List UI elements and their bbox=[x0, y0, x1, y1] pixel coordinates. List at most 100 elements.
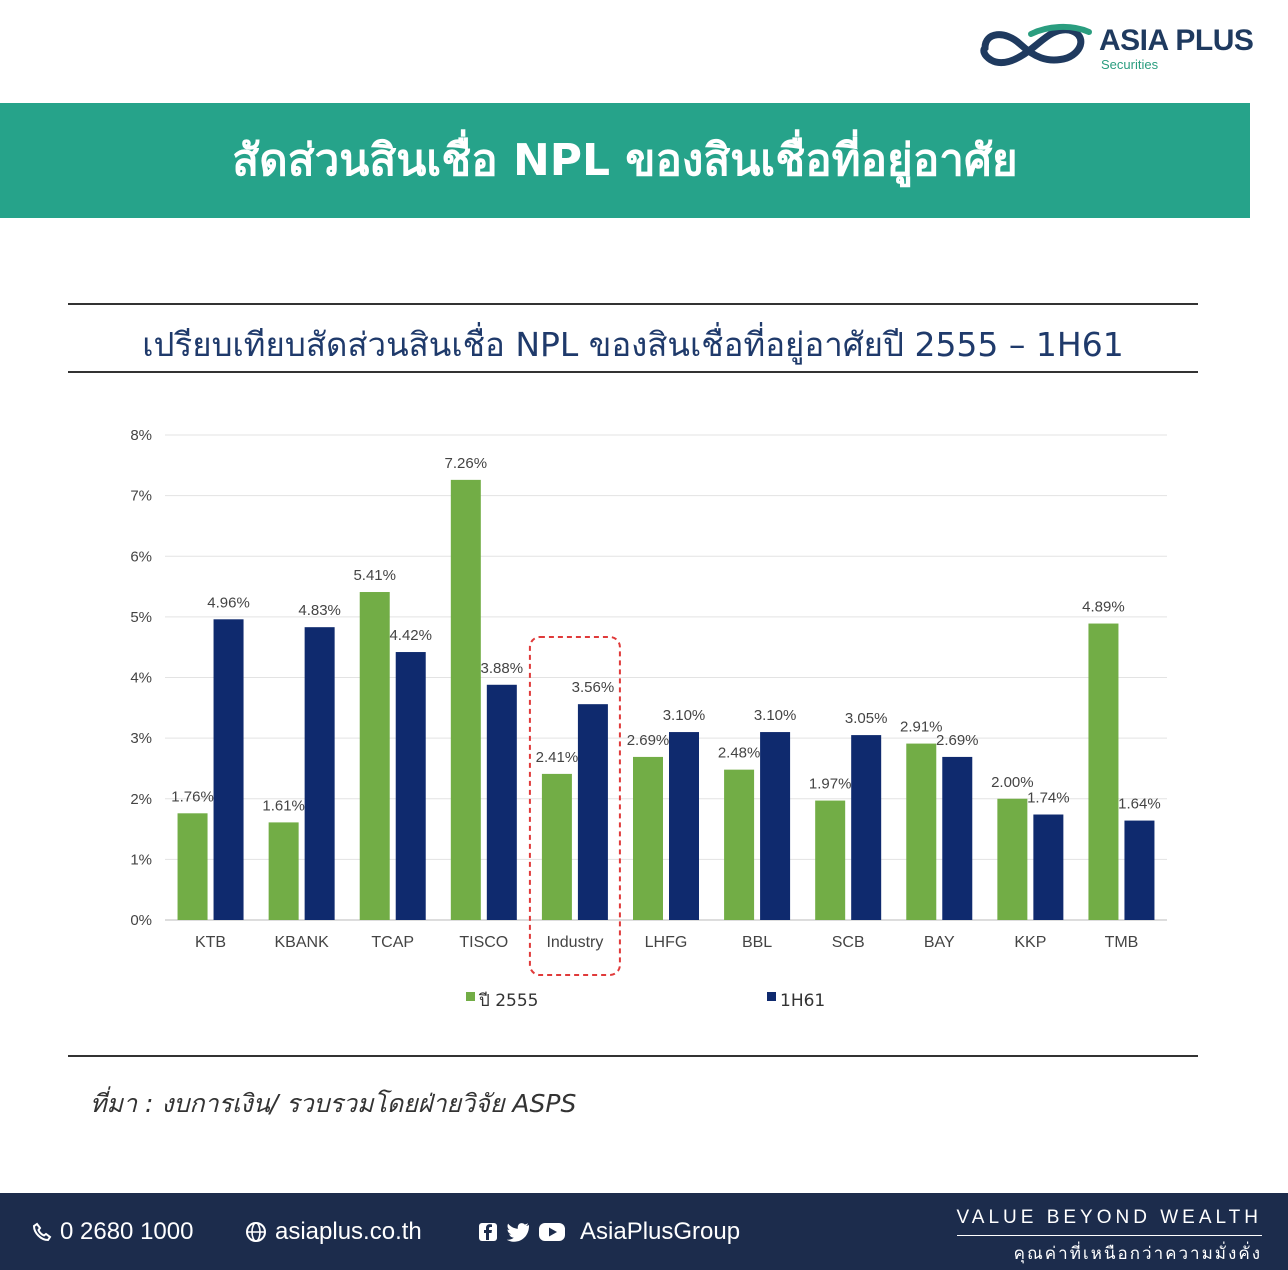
bar-series1-lhfg bbox=[633, 756, 663, 920]
bar-series2-kbank bbox=[304, 627, 335, 920]
footer-bar: 0 2680 1000 asiaplus.co.th AsiaPlusGroup… bbox=[0, 1193, 1288, 1270]
x-tick-label: KBANK bbox=[275, 934, 330, 951]
y-tick-label: 7% bbox=[130, 488, 152, 505]
data-label: 4.96% bbox=[207, 594, 250, 611]
data-label: 7.26% bbox=[445, 455, 488, 472]
bar-series1-industry bbox=[541, 773, 572, 920]
bar-series2-bay bbox=[942, 756, 973, 920]
globe-icon bbox=[246, 1222, 266, 1242]
bar-series1-tcap bbox=[359, 592, 390, 920]
data-label: 3.10% bbox=[663, 707, 706, 724]
data-label: 4.83% bbox=[298, 602, 341, 619]
data-label: 2.69% bbox=[627, 732, 670, 749]
bar-chart: 0% 1% 2% 3% 4% 5% 6% 7% 8% 1.76% 4.96% 1.61% 4.83% 5… bbox=[130, 427, 1167, 1011]
y-tick-label: 6% bbox=[130, 548, 152, 565]
data-label: 3.56% bbox=[572, 679, 615, 696]
bar-series2-ktb bbox=[213, 619, 244, 920]
y-tick-label: 3% bbox=[130, 730, 152, 747]
page-title: สัดส่วนสินเชื่อ NPL ของสินเชื่อที่อยู่อา… bbox=[232, 134, 1018, 186]
bar-series2-tcap bbox=[395, 652, 426, 920]
bar-series1-kbank bbox=[268, 822, 299, 920]
bar-series2-industry bbox=[577, 704, 608, 920]
brand-sub: Securities bbox=[1101, 57, 1159, 72]
y-tick-label: 8% bbox=[130, 427, 152, 444]
x-tick-label: KKP bbox=[1014, 934, 1046, 951]
youtube-icon bbox=[539, 1223, 565, 1241]
x-tick-label: LHFG bbox=[645, 934, 688, 951]
phone-icon bbox=[32, 1222, 52, 1242]
brand-name: ASIA PLUS bbox=[1099, 24, 1254, 57]
x-axis: KTB KBANK TCAP TISCO Industry LHFG BBL SCB BAY KK… bbox=[195, 934, 1138, 951]
bar-series1-ktb bbox=[177, 813, 208, 920]
title-banner: สัดส่วนสินเชื่อ NPL ของสินเชื่อที่อยู่อา… bbox=[0, 103, 1250, 218]
highlight-box bbox=[528, 636, 621, 976]
bar-series2-kkp bbox=[1033, 814, 1064, 920]
data-label: 2.69% bbox=[936, 732, 979, 749]
data-label: 1.74% bbox=[1027, 790, 1070, 807]
bar-series1-bay bbox=[906, 743, 937, 920]
brand-logo: ASIA PLUS Securities bbox=[975, 18, 1275, 76]
x-tick-label: BAY bbox=[924, 934, 955, 951]
y-tick-label: 4% bbox=[130, 670, 152, 687]
y-tick-label: 0% bbox=[130, 912, 152, 929]
data-label: 4.89% bbox=[1082, 599, 1125, 616]
x-tick-label: TMB bbox=[1105, 934, 1139, 951]
bar-series1-bbl bbox=[724, 769, 755, 920]
data-label: 3.10% bbox=[754, 707, 797, 724]
industry-highlight-box bbox=[528, 636, 621, 976]
infinity-swoosh-logo-icon bbox=[980, 24, 1092, 67]
phone-number: 0 2680 1000 bbox=[60, 1218, 194, 1245]
footer-tagline: VALUE BEYOND WEALTH คุณค่าที่เหนือกว่าคว… bbox=[956, 1207, 1262, 1267]
x-tick-label: BBL bbox=[742, 934, 772, 951]
data-label: 5.41% bbox=[353, 567, 396, 584]
bar-series2-lhfg bbox=[669, 732, 699, 920]
data-label: 1.97% bbox=[809, 776, 852, 793]
bar-series2-bbl bbox=[760, 732, 791, 920]
data-label: 2.48% bbox=[718, 745, 761, 762]
bars bbox=[177, 479, 1155, 920]
subtitle-bottom-rule bbox=[68, 371, 1198, 373]
website-text: asiaplus.co.th bbox=[275, 1218, 422, 1245]
data-label: 2.91% bbox=[900, 719, 943, 736]
tagline-th: คุณค่าที่เหนือกว่าความมั่งคั่ง bbox=[1013, 1244, 1262, 1264]
y-tick-label: 1% bbox=[130, 851, 152, 868]
bar-series2-scb bbox=[851, 735, 882, 920]
legend-swatch bbox=[767, 992, 776, 1001]
bar-series2-tisco bbox=[486, 684, 517, 920]
x-tick-label: Industry bbox=[546, 934, 603, 951]
data-label: 1.64% bbox=[1118, 796, 1161, 813]
y-tick-label: 2% bbox=[130, 791, 152, 808]
data-label: 3.05% bbox=[845, 710, 888, 727]
footer-social[interactable]: AsiaPlusGroup bbox=[478, 1218, 740, 1246]
bar-series1-tisco bbox=[450, 479, 481, 920]
source-note: ที่มา : งบการเงิน/ รวบรวมโดยฝ่ายวิจัย AS… bbox=[90, 1089, 577, 1118]
facebook-icon bbox=[479, 1223, 497, 1241]
legend: ปี 2555 1H61 bbox=[466, 991, 825, 1011]
social-handle: AsiaPlusGroup bbox=[580, 1218, 741, 1245]
tagline-en: VALUE BEYOND WEALTH bbox=[956, 1207, 1262, 1236]
chart-subtitle: เปรียบเทียบสัดส่วนสินเชื่อ NPL ของสินเชื… bbox=[142, 325, 1124, 364]
bar-series1-kkp bbox=[997, 798, 1028, 920]
twitter-icon bbox=[506, 1223, 530, 1242]
legend-label: 1H61 bbox=[780, 991, 825, 1011]
data-label: 3.88% bbox=[481, 660, 524, 677]
x-tick-label: TISCO bbox=[459, 934, 508, 951]
x-tick-label: KTB bbox=[195, 934, 226, 951]
y-axis: 0% 1% 2% 3% 4% 5% 6% 7% 8% bbox=[130, 427, 152, 929]
data-label: 2.00% bbox=[991, 774, 1034, 791]
y-tick-label: 5% bbox=[130, 609, 152, 626]
data-label: 1.61% bbox=[262, 797, 305, 814]
footer-phone[interactable]: 0 2680 1000 bbox=[32, 1218, 193, 1246]
data-label: 1.76% bbox=[171, 788, 214, 805]
footer-website[interactable]: asiaplus.co.th bbox=[245, 1218, 422, 1246]
x-tick-label: TCAP bbox=[371, 934, 414, 951]
data-label: 2.41% bbox=[536, 749, 579, 766]
legend-swatch bbox=[466, 992, 475, 1001]
bar-series1-scb bbox=[815, 800, 846, 920]
chart-bottom-rule bbox=[68, 1055, 1198, 1057]
legend-label: ปี 2555 bbox=[478, 991, 538, 1011]
bar-series1-tmb bbox=[1088, 623, 1119, 920]
data-labels: 1.76% 4.96% 1.61% 4.83% 5.41% 4.42% 7.26% 3.88%… bbox=[171, 455, 1160, 815]
data-label: 4.42% bbox=[389, 627, 432, 644]
x-tick-label: SCB bbox=[832, 934, 865, 951]
